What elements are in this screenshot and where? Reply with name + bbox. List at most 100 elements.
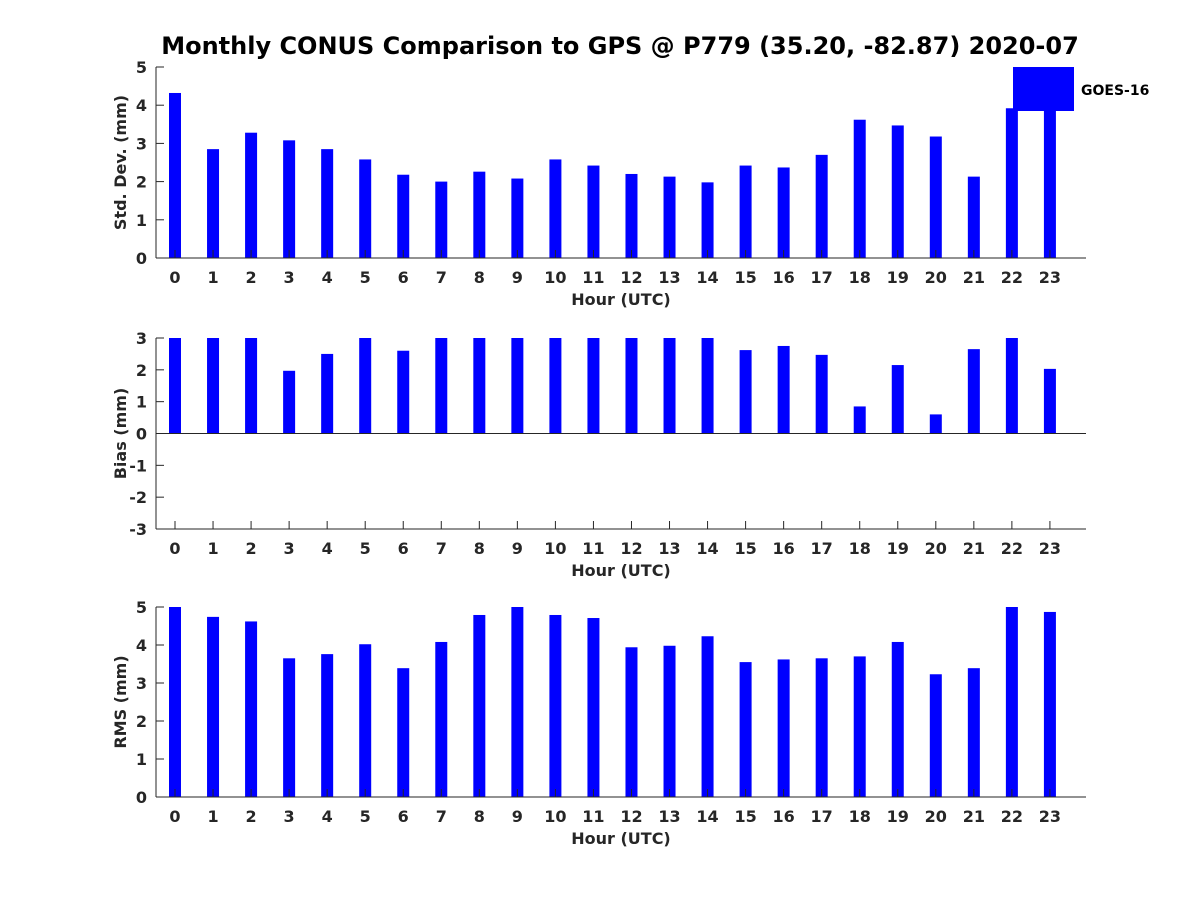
x-tick-label: 5: [360, 268, 371, 287]
x-tick-label: 12: [620, 268, 642, 287]
bar-hour-9: [511, 338, 524, 434]
x-tick-label: 14: [696, 268, 718, 287]
x-tick-label: 16: [773, 539, 795, 558]
x-tick-label: 9: [512, 539, 523, 558]
x-tick-label: 1: [207, 807, 218, 826]
bar-hour-22: [1005, 108, 1018, 258]
x-tick-label: 9: [512, 807, 523, 826]
y-tick-label: -3: [129, 520, 147, 539]
bar-hour-11: [587, 165, 600, 258]
x-axis-label: Hour (UTC): [571, 829, 671, 848]
x-tick-label: 15: [734, 268, 756, 287]
x-tick-label: 15: [734, 539, 756, 558]
bar-hour-17: [815, 658, 828, 797]
y-tick-label: 0: [136, 249, 147, 268]
bar-hour-5: [359, 338, 372, 434]
bar-hour-5: [359, 644, 372, 797]
bar-hour-14: [701, 636, 714, 797]
bar-hour-3: [283, 140, 296, 258]
legend: GOES-16: [1013, 67, 1149, 111]
x-tick-label: 1: [207, 539, 218, 558]
x-tick-label: 23: [1039, 539, 1061, 558]
x-tick-label: 10: [544, 807, 566, 826]
y-tick-label: 5: [136, 598, 147, 617]
x-tick-label: 11: [582, 807, 604, 826]
x-tick-label: 14: [696, 539, 718, 558]
bar-hour-22: [1005, 607, 1018, 797]
x-tick-label: 13: [658, 807, 680, 826]
bar-hour-9: [511, 607, 524, 797]
x-tick-label: 0: [169, 539, 180, 558]
x-tick-label: 2: [246, 807, 257, 826]
x-tick-label: 9: [512, 268, 523, 287]
y-tick-label: 1: [136, 211, 147, 230]
x-tick-label: 6: [398, 807, 409, 826]
bar-hour-16: [777, 659, 790, 797]
x-tick-label: 11: [582, 539, 604, 558]
x-tick-label: 22: [1001, 807, 1023, 826]
x-tick-label: 8: [474, 268, 485, 287]
y-tick-label: 3: [136, 134, 147, 153]
bar-hour-4: [321, 353, 334, 434]
x-tick-label: 13: [658, 539, 680, 558]
x-tick-label: 4: [322, 539, 333, 558]
y-tick-label: 0: [136, 425, 147, 444]
y-tick-label: 3: [136, 329, 147, 348]
bar-hour-14: [701, 338, 714, 434]
bar-hour-0: [169, 92, 181, 258]
bar-hour-10: [549, 614, 562, 797]
x-tick-label: 18: [849, 268, 871, 287]
bar-hour-17: [815, 154, 828, 258]
legend-swatch: [1013, 67, 1074, 111]
bar-hour-20: [929, 136, 942, 258]
x-tick-label: 21: [963, 807, 985, 826]
bar-hour-1: [207, 338, 220, 434]
x-tick-label: 11: [582, 268, 604, 287]
bar-hour-10: [549, 159, 562, 258]
x-axis-label: Hour (UTC): [571, 290, 671, 309]
bar-hour-4: [321, 149, 334, 258]
bar-hour-15: [739, 662, 752, 797]
bar-hour-0: [169, 607, 181, 797]
x-tick-label: 1: [207, 268, 218, 287]
bar-hour-21: [967, 349, 980, 434]
legend-label: GOES-16: [1081, 83, 1149, 99]
bar-hour-13: [663, 645, 676, 797]
y-tick-label: 5: [136, 58, 147, 77]
bar-hour-19: [891, 125, 904, 258]
x-tick-label: 17: [811, 539, 833, 558]
x-tick-label: 5: [360, 539, 371, 558]
x-tick-label: 10: [544, 539, 566, 558]
x-tick-label: 13: [658, 268, 680, 287]
bar-hour-23: [1043, 368, 1056, 434]
bar-hour-7: [435, 181, 448, 258]
x-tick-label: 16: [773, 807, 795, 826]
bar-hour-23: [1043, 109, 1056, 258]
x-tick-label: 3: [284, 807, 295, 826]
bar-hour-1: [207, 149, 220, 258]
y-tick-label: 2: [136, 173, 147, 192]
x-tick-label: 18: [849, 539, 871, 558]
bar-hour-23: [1043, 611, 1056, 797]
bar-hour-2: [245, 621, 258, 797]
bar-hour-8: [473, 338, 486, 434]
x-tick-label: 14: [696, 807, 718, 826]
x-tick-label: 21: [963, 268, 985, 287]
bar-hour-9: [511, 178, 524, 258]
y-tick-label: 0: [136, 788, 147, 807]
y-tick-label: -1: [129, 456, 147, 475]
x-tick-label: 7: [436, 807, 447, 826]
bar-hour-2: [245, 132, 258, 258]
x-tick-label: 20: [925, 807, 947, 826]
bar-hour-8: [473, 171, 486, 258]
bar-hour-14: [701, 182, 714, 258]
y-axis-label: RMS (mm): [111, 655, 130, 748]
x-tick-label: 20: [925, 539, 947, 558]
bar-hour-8: [473, 614, 486, 797]
x-axis-label: Hour (UTC): [571, 561, 671, 580]
